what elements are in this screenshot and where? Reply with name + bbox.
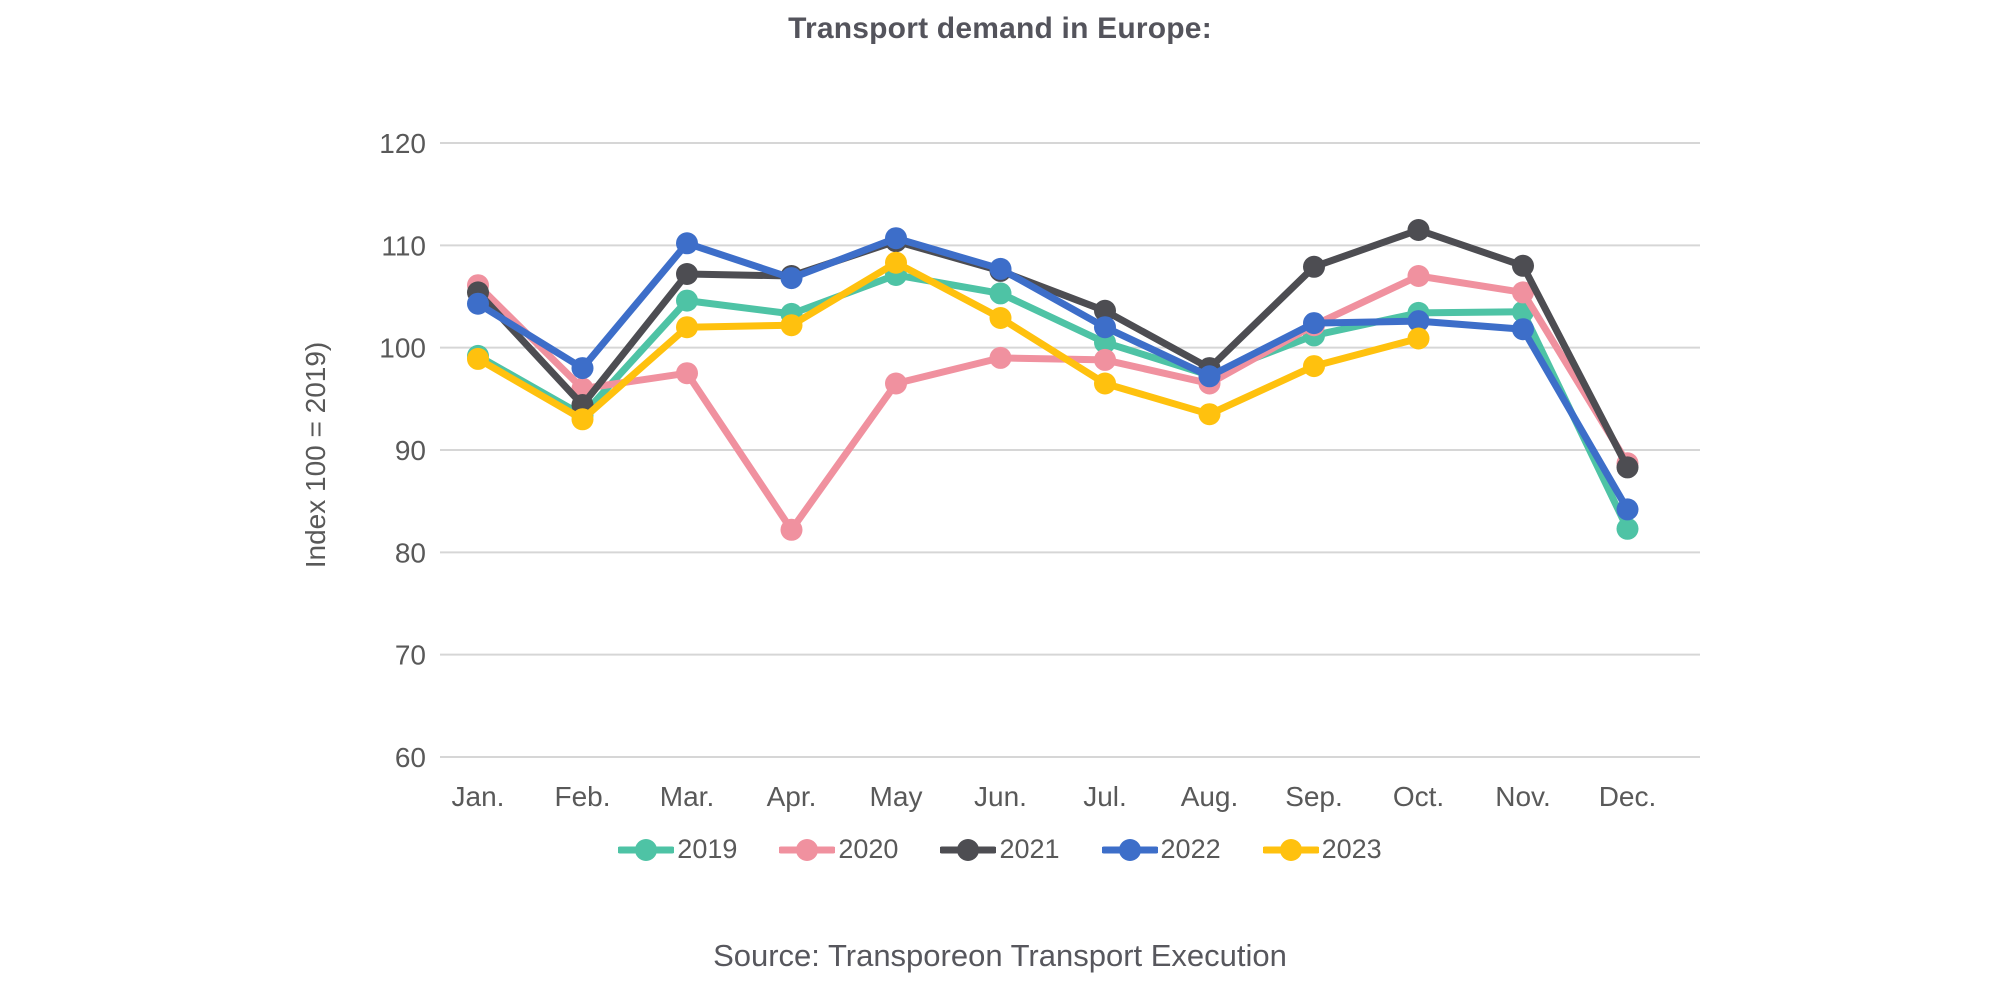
legend-item-2023: 2023 [1262,834,1382,865]
data-point-2020-Jun. [989,346,1012,369]
data-point-2022-Dec. [1616,498,1639,521]
legend-item-2019: 2019 [618,834,737,865]
data-point-2022-May [885,227,907,250]
data-point-2022-Jul. [1094,316,1116,339]
y-tick-label: 90 [395,435,426,466]
y-tick-label: 70 [395,640,426,671]
y-gridlines [440,142,1700,758]
x-tick-label: Feb. [554,781,610,812]
data-point-2019-Mar. [676,289,698,312]
x-tick-label: Oct. [1393,781,1444,812]
data-point-2022-Feb. [571,357,594,380]
legend-marker-icon [940,838,997,861]
data-point-2021-Jul. [1094,299,1116,322]
legend-item-2020: 2020 [779,834,898,865]
data-point-2022-Jan. [467,292,489,315]
data-point-2021-Oct. [1407,219,1430,241]
legend-label: 2019 [677,834,738,864]
x-tick-label: Dec. [1599,781,1657,812]
series-line-2022 [474,234,1631,513]
series-line-2021 [474,226,1631,471]
data-point-2021-Mar. [676,263,698,285]
series-2022 [467,227,1639,521]
legend-item-2022: 2022 [1101,834,1221,865]
y-axis-title: Index 100 = 2019) [300,342,331,569]
x-tick-label: Jun. [974,781,1027,812]
data-point-2020-Nov. [1512,281,1534,304]
data-point-2019-Jun. [989,282,1012,305]
legend-marker-icon [1262,838,1319,861]
data-point-2022-Apr. [780,267,803,290]
x-tick-label: Jul. [1083,781,1127,812]
data-point-2022-Mar. [676,232,698,255]
data-point-2022-Nov. [1512,318,1534,341]
data-point-2020-Oct. [1407,265,1430,287]
x-tick-label: Jan. [452,781,505,812]
data-point-2022-Jun. [989,257,1012,280]
data-point-2019-Jul. [1094,331,1116,354]
data-point-2023-Jun. [989,307,1012,329]
legend-label: 2020 [838,834,899,864]
data-point-2019-Dec. [1616,517,1639,540]
x-tick-label: Mar. [660,781,714,812]
series-2020 [467,265,1639,541]
y-tick-label: 120 [379,128,426,159]
y-tick-label: 110 [381,230,426,261]
x-tick-label: Nov. [1495,781,1551,812]
series-2023 [467,251,1430,431]
legend-label: 2022 [1160,834,1221,864]
data-point-2021-Nov. [1512,254,1534,277]
data-point-2022-Sep. [1303,312,1325,335]
data-point-2021-Sep. [1303,255,1325,278]
chart-legend: 2019 2020 2021 2022 2023 [0,834,2000,865]
series-2019 [467,264,1639,540]
data-point-2020-Mar. [676,362,698,385]
x-axis-tick-labels: Jan. Feb. Mar. Apr. May Jun. Jul. Aug. Sep. Oct. N… [452,781,1657,812]
y-tick-label: 60 [395,742,426,773]
data-point-2023-Mar. [676,316,698,339]
data-point-2023-Sep. [1303,355,1325,378]
legend-marker-icon [618,838,675,861]
data-point-2021-Dec. [1616,456,1639,479]
data-point-2020-Jul. [1094,348,1116,371]
data-point-2023-May [885,251,907,274]
x-tick-label: Sep. [1285,781,1343,812]
legend-label: 2021 [999,834,1060,864]
line-chart: 60 70 80 90 100 110 120 Index 100 = 2019) Jan. Fe… [300,128,1700,812]
legend-marker-icon [779,838,836,861]
series-line-2023 [474,259,1422,423]
y-tick-label: 80 [395,537,426,568]
data-point-2020-May [885,372,907,395]
data-point-2022-Aug. [1198,365,1221,388]
data-point-2022-Oct. [1407,310,1430,333]
chart-title: Transport demand in Europe: [788,12,1212,45]
x-tick-label: May [870,781,923,812]
series-line-2019 [474,271,1631,533]
legend-marker-icon [1101,838,1158,861]
x-tick-label: Aug. [1181,781,1239,812]
data-point-2023-Apr. [780,314,803,337]
data-point-2023-Jul. [1094,372,1116,395]
data-point-2023-Feb. [571,408,594,431]
data-point-2023-Oct. [1407,327,1430,350]
x-tick-label: Apr. [767,781,817,812]
y-axis-tick-labels: 60 70 80 90 100 110 120 [379,128,426,773]
legend-item-2021: 2021 [940,834,1060,865]
data-point-2020-Apr. [780,518,803,541]
legend-label: 2023 [1321,834,1382,864]
data-point-2023-Jan. [467,347,489,370]
data-point-2023-Aug. [1198,403,1221,426]
y-tick-label: 100 [379,333,426,364]
series-line-2020 [474,272,1631,534]
source-text: Source: Transporeon Transport Execution [713,938,1287,973]
